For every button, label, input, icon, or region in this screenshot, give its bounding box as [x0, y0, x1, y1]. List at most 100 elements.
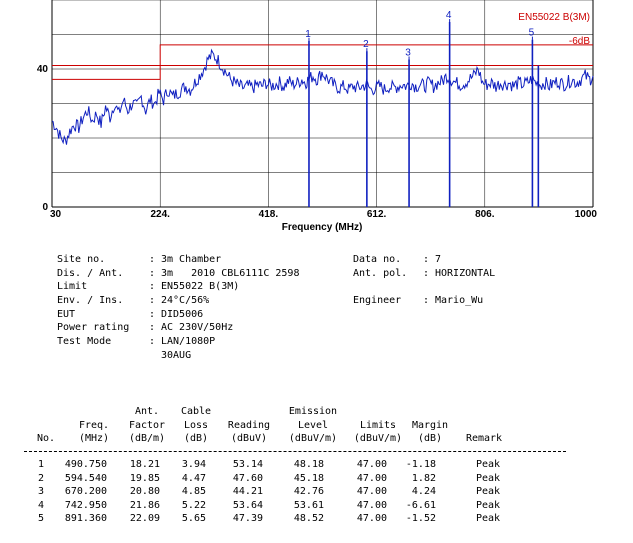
cell-limits: 47.00	[356, 459, 387, 470]
info-key: Data no.	[353, 254, 402, 265]
column-header-antf: Ant. Factor (dB/m)	[128, 406, 166, 445]
cell-cable: 4.85	[181, 486, 206, 498]
peak-label: 5	[529, 28, 535, 39]
cell-limits: 47.00	[356, 486, 387, 498]
info-key: EUT	[57, 308, 76, 320]
info-colon: :	[149, 267, 156, 279]
cell-reading: 53.14	[232, 459, 263, 470]
cell-no: 2	[38, 472, 45, 484]
cell-freq: 594.540	[64, 472, 107, 484]
info-value: 24°C/56%	[161, 295, 210, 307]
peak-label: 4	[446, 10, 452, 21]
y-tick-label: 40	[37, 64, 49, 75]
cell-remark: Peak	[476, 499, 501, 511]
table-row: 4 742.950 21.86 5.22 53.64 53.61 47.00 -6.61 Pea…	[34, 500, 574, 514]
column-header-emission: Emission Level (dBuV/m)	[288, 406, 338, 445]
limit-lines	[52, 44, 593, 80]
column-header-margin: Margin (dB)	[411, 419, 449, 445]
table-row: 5 891.360 22.09 5.65 47.39 48.52 47.00 -1.52 Pea…	[34, 513, 574, 527]
info-key: Engineer	[353, 295, 402, 307]
info-colon: :	[149, 322, 156, 334]
x-tick-label: 224.	[150, 209, 170, 220]
info-key: Ant. pol.	[353, 267, 408, 279]
column-header-cable: Cable Loss (dB)	[180, 406, 212, 445]
x-tick-label: 30	[50, 209, 62, 220]
cell-cable: 3.94	[181, 459, 206, 470]
info-colon: :	[149, 295, 156, 307]
cell-emission: 45.18	[293, 472, 324, 484]
info-colon: :	[149, 336, 156, 348]
column-header-remark: Remark	[465, 433, 503, 445]
cell-cable: 5.22	[181, 499, 206, 511]
limit-label: EN55022 B(3M)	[518, 12, 590, 23]
cell-antf: 22.09	[129, 513, 160, 525]
info-colon: :	[149, 308, 156, 320]
chart-labels: 30 224. 418. 612. 806. 1000 0 40 1 2 3 4 5	[37, 10, 598, 220]
cell-cable: 4.47	[181, 472, 206, 484]
info-colon: :	[149, 281, 156, 293]
cell-reading: 53.64	[232, 499, 263, 511]
cell-remark: Peak	[476, 459, 501, 470]
info-colon: :	[423, 267, 430, 279]
y-tick-label: 0	[42, 202, 48, 213]
column-header-no: No.	[36, 433, 56, 445]
x-tick-label: 418.	[259, 209, 279, 220]
peak-label: 3	[405, 47, 411, 58]
cell-remark: Peak	[476, 486, 501, 498]
info-key: Env. / Ins.	[57, 295, 124, 307]
cell-cable: 5.65	[181, 513, 206, 525]
info-value: 3m 2010 CBL6111C 2598	[161, 267, 300, 279]
info-value: HORIZONTAL	[435, 267, 496, 279]
info-colon: :	[423, 254, 430, 265]
info-key: Dis. / Ant.	[57, 267, 124, 279]
info-value: DID5006	[161, 308, 204, 320]
cell-no: 3	[38, 486, 45, 498]
chart-grid	[51, 0, 594, 208]
emission-chart: 30 224. 418. 612. 806. 1000 0 40 1 2 3 4 5 Frequency…	[37, 0, 598, 233]
cell-margin: -1.52	[405, 513, 436, 525]
cell-antf: 18.21	[129, 459, 160, 470]
info-value: AC 230V/50Hz	[161, 322, 234, 334]
cell-no: 1	[38, 459, 45, 470]
column-header-reading: Reading (dBuV)	[227, 419, 271, 445]
peak-label: 2	[363, 39, 369, 50]
cell-limits: 47.00	[356, 472, 387, 484]
cell-margin: -1.18	[405, 459, 436, 470]
info-value: 3m Chamber	[161, 254, 222, 265]
cell-antf: 19.85	[129, 472, 160, 484]
cell-antf: 20.80	[129, 486, 160, 498]
x-axis-label: Frequency (MHz)	[282, 222, 363, 233]
limit-line	[52, 44, 593, 80]
cell-freq: 490.750	[64, 459, 107, 470]
cell-freq: 670.200	[64, 486, 107, 498]
cell-emission: 48.52	[293, 513, 324, 525]
info-colon: :	[149, 254, 156, 265]
cell-freq: 891.360	[64, 513, 107, 525]
cell-margin: 1.82	[411, 472, 436, 484]
cell-margin: 4.24	[411, 486, 436, 498]
column-header-freq: Freq. (MHz)	[78, 419, 110, 445]
info-key: Limit	[57, 281, 88, 293]
x-tick-label: 612.	[367, 209, 387, 220]
cell-emission: 42.76	[293, 486, 324, 498]
info-key: Test Mode	[57, 336, 112, 348]
info-value: EN55022 B(3M)	[161, 281, 240, 293]
x-tick-label: 1000	[575, 209, 598, 220]
info-value: 7	[435, 254, 442, 265]
table-divider	[24, 451, 566, 452]
cell-margin: -6.61	[405, 499, 436, 511]
x-tick-label: 806.	[475, 209, 495, 220]
info-colon: :	[423, 295, 430, 307]
cell-limits: 47.00	[356, 513, 387, 525]
info-value: LAN/1080P	[161, 336, 216, 348]
cell-freq: 742.950	[64, 499, 107, 511]
cell-reading: 47.60	[232, 472, 263, 484]
table-row: 1 490.750 18.21 3.94 53.14 48.18 47.00 -1.18 Pea…	[34, 459, 574, 473]
cell-emission: 48.18	[293, 459, 324, 470]
cell-reading: 47.39	[232, 513, 263, 525]
results-table-body: 1 490.750 18.21 3.94 53.14 48.18 47.00 -1.18 Pea…	[34, 459, 574, 527]
cell-emission: 53.61	[293, 499, 324, 511]
emission-trace	[51, 48, 594, 145]
cell-antf: 21.86	[129, 499, 160, 511]
peak-label: 1	[305, 29, 311, 40]
